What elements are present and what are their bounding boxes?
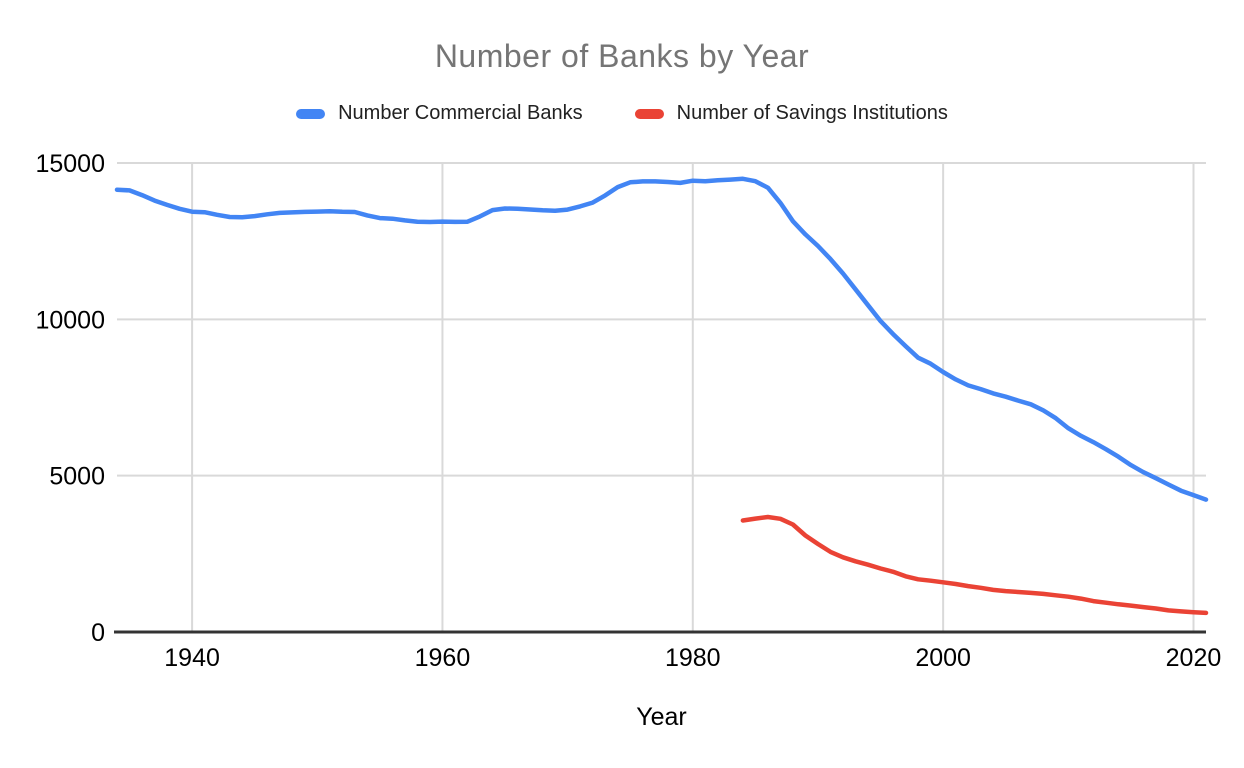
legend-swatch-commercial-banks	[296, 108, 326, 119]
x-tick-label-1940: 1940	[164, 644, 220, 672]
x-tick-label-2020: 2020	[1166, 644, 1222, 672]
legend: Number Commercial Banks Number of Saving…	[0, 102, 1244, 125]
y-tick-label-10000: 10000	[35, 306, 105, 334]
y-tick-label-15000: 15000	[35, 150, 105, 178]
x-axis-title: Year	[636, 703, 687, 731]
chart-title: Number of Banks by Year	[434, 38, 810, 74]
legend-item-commercial-banks[interactable]: Number Commercial Banks	[296, 102, 583, 125]
legend-label-savings-institutions: Number of Savings Institutions	[676, 102, 948, 124]
y-tick-label-0: 0	[91, 619, 105, 647]
legend-swatch-savings-institutions	[634, 108, 664, 119]
series-line-savings-institutions	[740, 514, 1209, 616]
y-tick-label-5000: 5000	[49, 463, 105, 491]
x-tick-label-1980: 1980	[665, 644, 721, 672]
legend-label-commercial-banks: Number Commercial Banks	[338, 102, 583, 124]
x-tick-label-1960: 1960	[415, 644, 471, 672]
legend-item-savings-institutions[interactable]: Number of Savings Institutions	[634, 102, 948, 125]
x-tick-label-2000: 2000	[915, 644, 971, 672]
series-line-commercial-banks	[114, 176, 1209, 502]
